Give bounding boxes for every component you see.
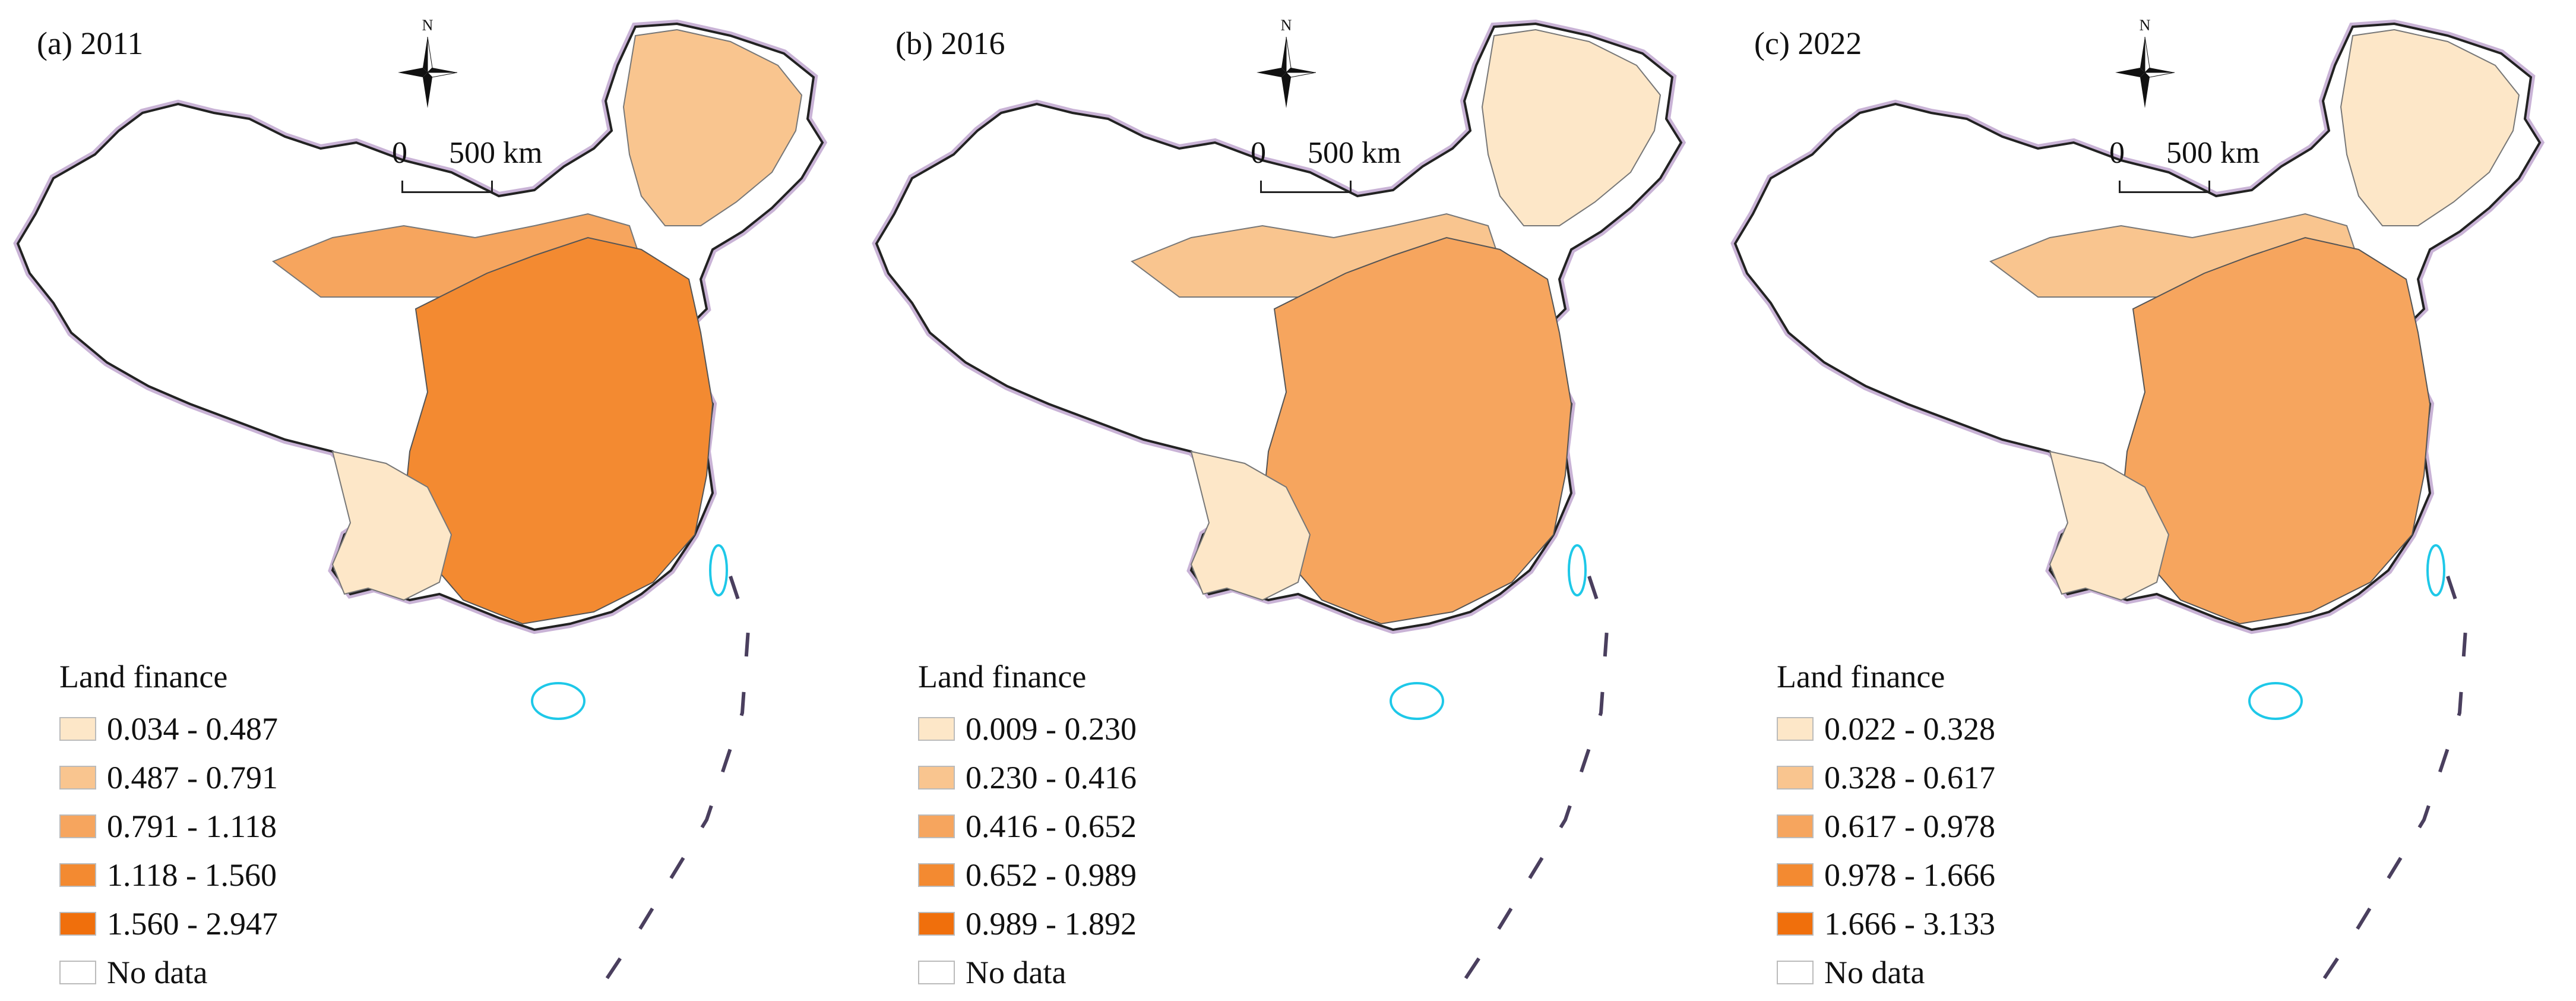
scale-bar: 0 500 km [2109, 135, 2259, 201]
legend-item: 0.022 - 0.328 [1777, 705, 1995, 753]
legend-item: 0.034 - 0.487 [59, 705, 278, 753]
legend-item: 0.978 - 1.666 [1777, 851, 1995, 899]
legend-swatch [59, 814, 96, 838]
legend-item: 0.617 - 0.978 [1777, 802, 1995, 851]
legend-title: Land finance [918, 659, 1087, 694]
north-label: N [1280, 17, 1292, 34]
compass-rose-icon [1257, 37, 1316, 108]
scale-distance: 500 km [2166, 136, 2260, 170]
legend-swatch [59, 961, 96, 984]
legend-swatch [1777, 766, 1814, 790]
legend-label: 0.617 - 0.978 [1824, 809, 1995, 844]
legend-label: 0.328 - 0.617 [1824, 760, 1995, 795]
scale-zero: 0 [392, 136, 407, 170]
legend-item: 0.989 - 1.892 [918, 899, 1137, 948]
scale-distance: 500 km [449, 136, 543, 170]
legend-swatch [918, 863, 955, 887]
scale-line [1260, 181, 1352, 193]
legend-label: No data [1824, 955, 1925, 990]
map-panel-2016: (b) 2016 N 0 500 km Land finance 0.009 -… [859, 0, 1717, 1001]
legend-item: 0.791 - 1.118 [59, 802, 278, 851]
north-arrow: N [2097, 17, 2192, 118]
legend-swatch [918, 814, 955, 838]
north-arrow: N [380, 17, 475, 118]
panel-title: (b) 2016 [895, 26, 1005, 61]
legend-label: 1.560 - 2.947 [107, 906, 278, 942]
legend-swatch [59, 912, 96, 936]
map-panel-2022: (c) 2022 N 0 500 km Land finance 0.022 -… [1717, 0, 2576, 1001]
legend-title: Land finance [59, 659, 228, 694]
legend-item: No data [1777, 948, 1995, 997]
legend: Land finance 0.022 - 0.328 0.328 - 0.617… [1777, 658, 1995, 997]
legend-swatch [1777, 814, 1814, 838]
legend-swatch [1777, 717, 1814, 741]
scale-bar: 0 500 km [392, 135, 542, 201]
china-map [1717, 0, 2576, 981]
legend-swatch [918, 961, 955, 984]
legend-label: 0.989 - 1.892 [966, 906, 1137, 942]
legend-item: 0.652 - 0.989 [918, 851, 1137, 899]
scale-line [2119, 181, 2210, 193]
legend-label: 1.118 - 1.560 [107, 857, 277, 893]
legend-swatch [59, 766, 96, 790]
legend-label: 0.652 - 0.989 [966, 857, 1137, 893]
legend-swatch [918, 717, 955, 741]
legend-label: 0.034 - 0.487 [107, 711, 278, 747]
legend-item: 1.560 - 2.947 [59, 899, 278, 948]
scale-bar: 0 500 km [1251, 135, 1401, 201]
china-map [859, 0, 1717, 981]
compass-rose-icon [2115, 37, 2175, 108]
legend-swatch [918, 912, 955, 936]
scale-distance: 500 km [1308, 136, 1401, 170]
scale-zero: 0 [1251, 136, 1266, 170]
legend-swatch [918, 766, 955, 790]
legend-swatch [1777, 912, 1814, 936]
compass-rose-icon [398, 37, 457, 108]
legend-swatch [1777, 961, 1814, 984]
legend: Land finance 0.009 - 0.230 0.230 - 0.416… [918, 658, 1137, 997]
legend-item: 0.416 - 0.652 [918, 802, 1137, 851]
legend-label: 0.487 - 0.791 [107, 760, 278, 795]
legend-item: 0.009 - 0.230 [918, 705, 1137, 753]
legend-label: 0.022 - 0.328 [1824, 711, 1995, 747]
legend-label: No data [966, 955, 1067, 990]
legend-item: 1.666 - 3.133 [1777, 899, 1995, 948]
legend-item: No data [918, 948, 1137, 997]
north-arrow: N [1239, 17, 1334, 118]
legend-item: No data [59, 948, 278, 997]
legend-item: 0.230 - 0.416 [918, 753, 1137, 802]
legend-label: 0.978 - 1.666 [1824, 857, 1995, 893]
china-map [0, 0, 859, 981]
legend: Land finance 0.034 - 0.487 0.487 - 0.791… [59, 658, 278, 997]
legend-title: Land finance [1777, 659, 1945, 694]
legend-swatch [59, 863, 96, 887]
panel-title: (a) 2011 [37, 26, 144, 61]
legend-label: 0.009 - 0.230 [966, 711, 1137, 747]
legend-label: 1.666 - 3.133 [1824, 906, 1995, 942]
panel-title: (c) 2022 [1754, 26, 1862, 61]
legend-swatch [1777, 863, 1814, 887]
map-panel-2011: (a) 2011 N 0 500 km Land finance 0.034 -… [0, 0, 859, 1001]
legend-item: 1.118 - 1.560 [59, 851, 278, 899]
legend-label: 0.791 - 1.118 [107, 809, 277, 844]
legend-label: 0.230 - 0.416 [966, 760, 1137, 795]
legend-swatch [59, 717, 96, 741]
north-label: N [2139, 17, 2151, 34]
scale-zero: 0 [2109, 136, 2125, 170]
scale-line [401, 181, 493, 193]
legend-label: No data [107, 955, 208, 990]
legend-label: 0.416 - 0.652 [966, 809, 1137, 844]
north-label: N [422, 17, 433, 34]
legend-item: 0.328 - 0.617 [1777, 753, 1995, 802]
legend-item: 0.487 - 0.791 [59, 753, 278, 802]
